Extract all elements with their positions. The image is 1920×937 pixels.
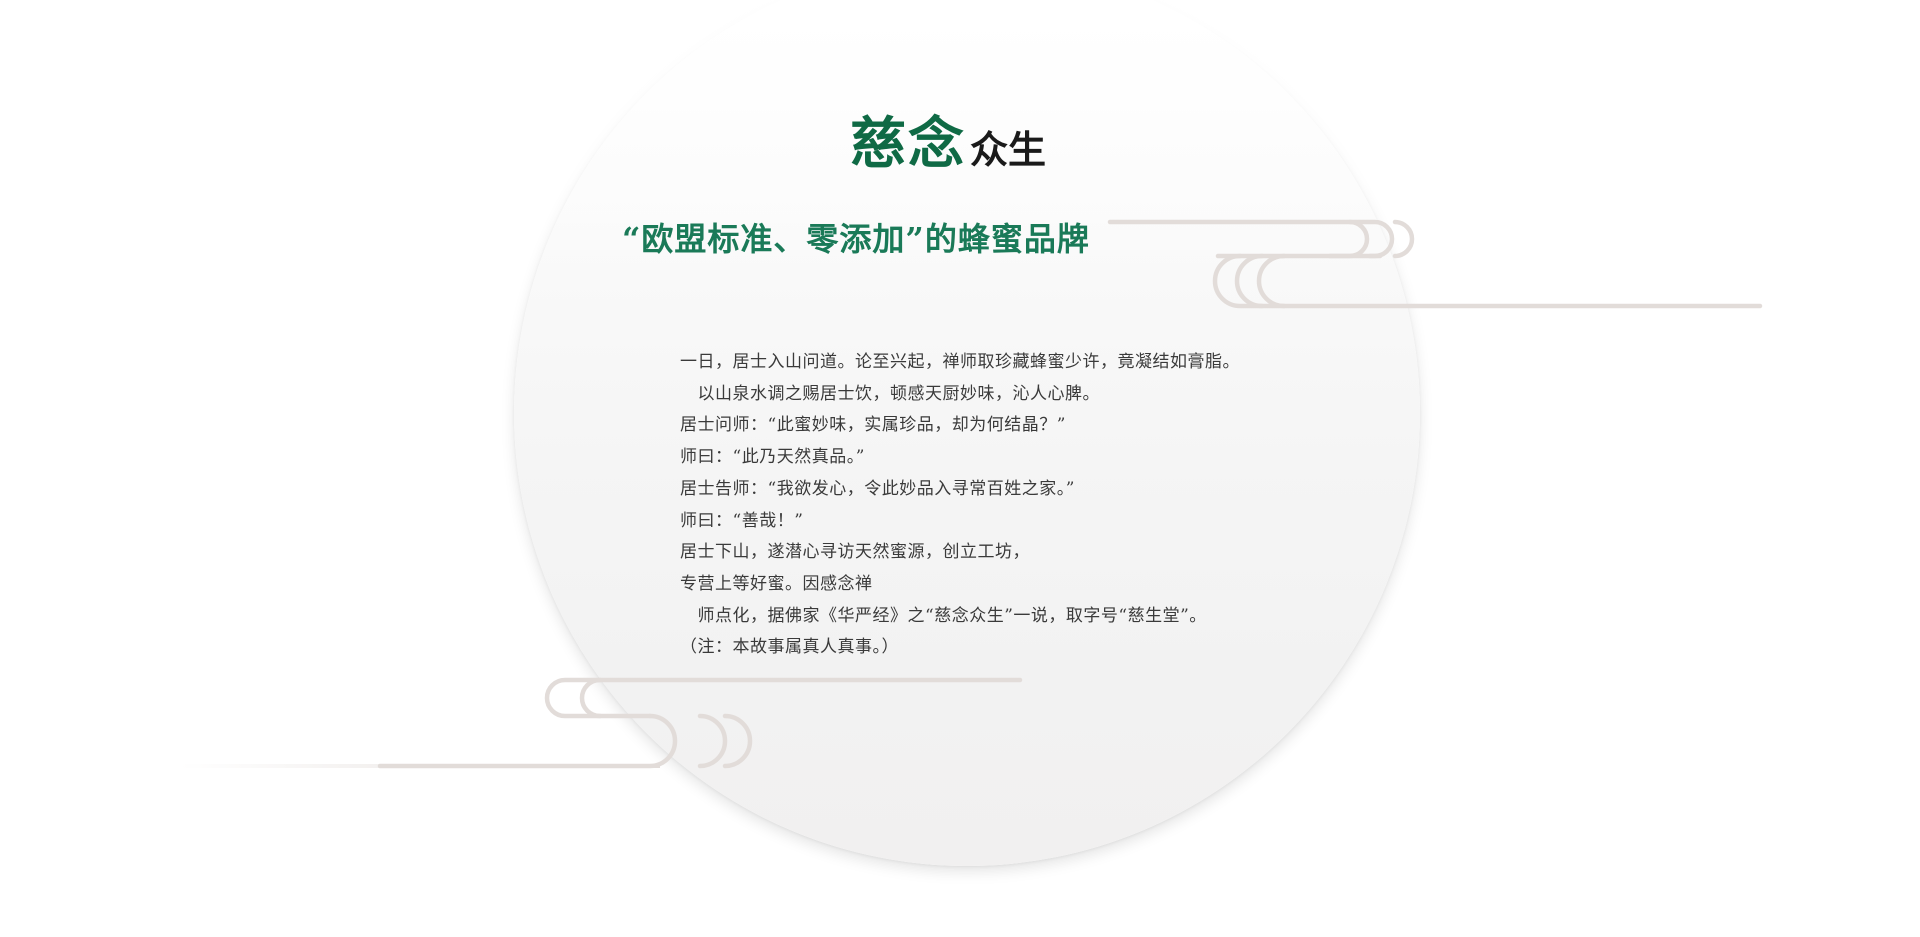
story-line: 居士问师：“此蜜妙味，实属珍品，却为何结晶？”	[680, 415, 1066, 436]
cloud-tail-left	[180, 764, 660, 768]
story-line: 专营上等好蜜。因感念禅	[680, 573, 873, 594]
story-line: 师曰：“善哉！”	[680, 510, 804, 531]
circle-top-fade	[514, 0, 1420, 260]
story-text: 一日，居士入山问道。论至兴起，禅师取珍藏蜂蜜少许，竟凝结如膏脂。 以山泉水调之赐…	[680, 347, 1280, 664]
title-green-part: 慈念	[850, 111, 966, 177]
brand-subtitle: “欧盟标准、零添加”的蜂蜜品牌	[622, 220, 1090, 258]
story-line: 居士告师：“我欲发心，令此妙品入寻常百姓之家。”	[680, 478, 1075, 499]
story-line: 师点化，据佛家《华严经》之“慈念众生”一说，取字号“慈生堂”。	[680, 605, 1207, 626]
title-black-part: 众生	[970, 127, 1047, 172]
story-line: 一日，居士入山问道。论至兴起，禅师取珍藏蜂蜜少许，竟凝结如膏脂。	[680, 352, 1240, 372]
story-line: （注：本故事属真人真事。）	[680, 637, 899, 658]
page-title: 慈念 众生	[850, 116, 1090, 172]
story-line: 师曰：“此乃天然真品。”	[680, 447, 865, 468]
story-line: 居士下山，遂潜心寻访天然蜜源，创立工坊，	[680, 542, 1030, 563]
story-line: 以山泉水调之赐居士饮，顿感天厨妙味，沁人心脾。	[680, 383, 1100, 404]
